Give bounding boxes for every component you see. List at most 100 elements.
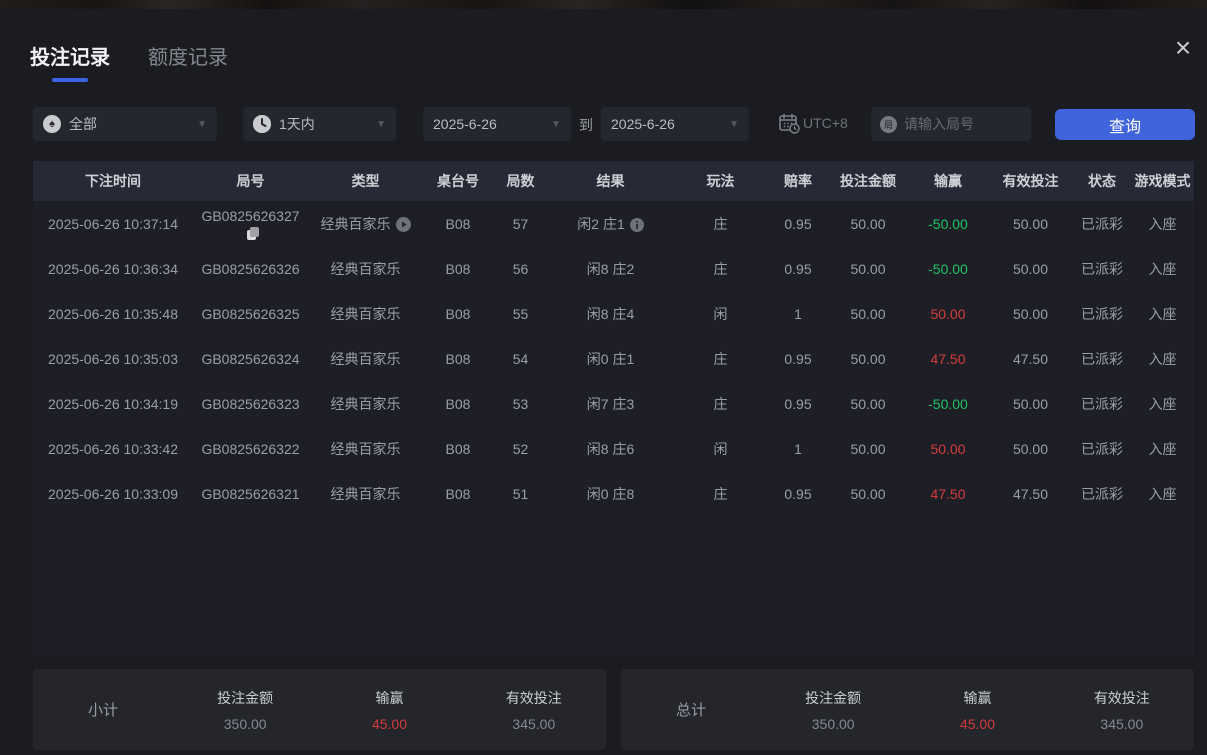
result-text: 闲2 庄1 <box>577 215 625 232</box>
result-text: 闲0 庄8 <box>586 485 635 502</box>
game-number-cell: GB0825626327 <box>193 208 308 240</box>
play-type-cell: 闲 <box>713 305 728 322</box>
result-text: 闲0 庄1 <box>586 350 635 367</box>
date-from-select[interactable]: 2025-6-26 ▼ <box>423 107 571 141</box>
timezone-indicator: UTC+8 <box>778 112 848 134</box>
bet-time-cell: 2025-06-26 10:33:42 <box>48 440 178 457</box>
copy-icon[interactable] <box>247 226 259 240</box>
table-body: 2025-06-26 10:37:14 GB0825626327 经典百家乐 B08 5… <box>33 201 1194 516</box>
close-icon[interactable]: × <box>1174 32 1192 63</box>
result-cell: 闲2 庄1 <box>548 214 673 234</box>
result-cell: 闲8 庄6 <box>548 439 673 459</box>
valid-bet-cell: 47.50 <box>1012 350 1049 367</box>
bet-amount-cell: 50.00 <box>850 260 886 277</box>
timezone-label: UTC+8 <box>803 115 848 131</box>
table-header-row: 下注时间 局号 类型 桌台号 局数 结果 玩法 赔率 投注金额 输赢 有效投注 状态 游戏模式 <box>33 161 1194 201</box>
subtotal-panel: 小计 投注金额 350.00 输赢 45.00 有效投注 345.00 <box>33 669 606 750</box>
subtotal-valid-label: 有效投注 <box>505 689 562 706</box>
table-row: 2025-06-26 10:37:14 GB0825626327 经典百家乐 B08 5… <box>33 201 1194 246</box>
tab-quota-records[interactable]: 额度记录 <box>148 47 228 69</box>
game-mode-cell: 入座 <box>1148 395 1177 412</box>
time-range-select[interactable]: 1天内 ▼ <box>243 107 396 141</box>
status-cell: 已派彩 <box>1081 395 1123 412</box>
game-type-select[interactable]: ♠ 全部 ▼ <box>33 107 217 141</box>
game-number-cell: GB0825626325 <box>193 306 308 322</box>
table-number-cell: B08 <box>445 440 471 457</box>
records-table: 下注时间 局号 类型 桌台号 局数 结果 玩法 赔率 投注金额 输赢 有效投注 状态 游戏模式 2025… <box>33 161 1194 657</box>
round-number-cell: 55 <box>512 305 529 322</box>
odds-cell: 0.95 <box>784 395 812 412</box>
play-circle-icon[interactable] <box>395 216 411 232</box>
valid-bet-cell: 50.00 <box>1012 395 1049 412</box>
odds-cell: 0.95 <box>784 215 812 232</box>
subtotal-win-value: 45.00 <box>371 715 408 732</box>
valid-bet-cell: 50.00 <box>1012 305 1049 322</box>
game-number-cell: GB0825626321 <box>193 486 308 502</box>
subtotal-bet-label: 投注金额 <box>217 689 274 706</box>
total-valid-label: 有效投注 <box>1093 689 1150 706</box>
date-to-value: 2025-6-26 <box>611 116 675 132</box>
search-input[interactable] <box>904 116 1014 132</box>
header-cell: 有效投注 <box>1002 173 1059 189</box>
result-text: 闲7 庄3 <box>586 395 635 412</box>
total-bet-value: 350.00 <box>811 715 855 732</box>
round-number-cell: 54 <box>512 350 529 367</box>
result-text: 闲8 庄4 <box>586 305 635 322</box>
total-bet-label: 投注金额 <box>805 689 862 706</box>
query-button[interactable]: 查询 <box>1055 109 1195 140</box>
game-mode-cell: 入座 <box>1148 260 1177 277</box>
background-game-scene <box>0 0 1207 9</box>
betting-records-modal: 投注记录 额度记录 × ♠ 全部 ▼ 1天内 ▼ 2025-6-26 ▼ 到 <box>0 9 1207 755</box>
win-loss-cell: 50.00 <box>930 440 966 457</box>
result-text: 闲8 庄6 <box>586 440 635 457</box>
game-number-text: GB0825626326 <box>201 260 300 277</box>
header-cell: 桌台号 <box>437 173 479 189</box>
game-type-text: 经典百家乐 <box>330 395 401 412</box>
table-number-cell: B08 <box>445 350 471 367</box>
total-valid: 有效投注 345.00 <box>1050 688 1194 732</box>
chevron-down-icon: ▼ <box>197 118 207 130</box>
chevron-down-icon: ▼ <box>729 118 739 130</box>
game-type-text: 经典百家乐 <box>330 305 401 322</box>
status-cell: 已派彩 <box>1081 305 1123 322</box>
date-to-select[interactable]: 2025-6-26 ▼ <box>601 107 749 141</box>
bet-amount-cell: 50.00 <box>850 305 886 322</box>
total-win-value: 45.00 <box>959 715 996 732</box>
header-cell: 类型 <box>351 173 380 189</box>
status-cell: 已派彩 <box>1081 485 1123 502</box>
result-cell: 闲0 庄1 <box>548 349 673 369</box>
total-label: 总计 <box>675 702 706 719</box>
tab-betting-records[interactable]: 投注记录 <box>30 41 110 82</box>
table-row: 2025-06-26 10:33:42 GB0825626322 经典百家乐 B08 5… <box>33 426 1194 471</box>
result-cell: 闲7 庄3 <box>548 394 673 414</box>
game-type-cell: 经典百家乐 <box>308 214 423 234</box>
game-number-cell: GB0825626322 <box>193 441 308 457</box>
game-number-text: GB0825626321 <box>201 485 300 502</box>
game-number-text: GB0825626324 <box>201 350 300 367</box>
valid-bet-cell: 47.50 <box>1012 485 1049 502</box>
table-row: 2025-06-26 10:33:09 GB0825626321 经典百家乐 B08 5… <box>33 471 1194 516</box>
game-type-cell: 经典百家乐 <box>308 394 423 414</box>
game-number-search[interactable]: 局 <box>871 107 1031 141</box>
odds-cell: 0.95 <box>784 485 812 502</box>
game-type-cell: 经典百家乐 <box>308 439 423 459</box>
chevron-down-icon: ▼ <box>551 118 561 130</box>
total-valid-value: 345.00 <box>1100 715 1144 732</box>
game-type-cell: 经典百家乐 <box>308 304 423 324</box>
header-cell: 状态 <box>1088 173 1116 189</box>
round-number-cell: 56 <box>512 260 529 277</box>
total-bet: 投注金额 350.00 <box>761 688 905 732</box>
info-icon[interactable] <box>629 217 644 232</box>
game-number-icon: 局 <box>880 115 897 133</box>
tab-bar: 投注记录 额度记录 <box>30 41 228 82</box>
win-loss-cell: -50.00 <box>928 395 968 412</box>
header-cell: 局号 <box>236 173 265 189</box>
valid-bet-cell: 50.00 <box>1012 440 1049 457</box>
play-type-cell: 闲 <box>713 440 728 457</box>
win-loss-cell: 47.50 <box>930 350 966 367</box>
game-mode-cell: 入座 <box>1148 305 1177 322</box>
header-cell: 赔率 <box>784 173 812 189</box>
result-cell: 闲8 庄4 <box>548 304 673 324</box>
round-number-cell: 52 <box>512 440 529 457</box>
total-win: 输赢 45.00 <box>905 688 1049 732</box>
